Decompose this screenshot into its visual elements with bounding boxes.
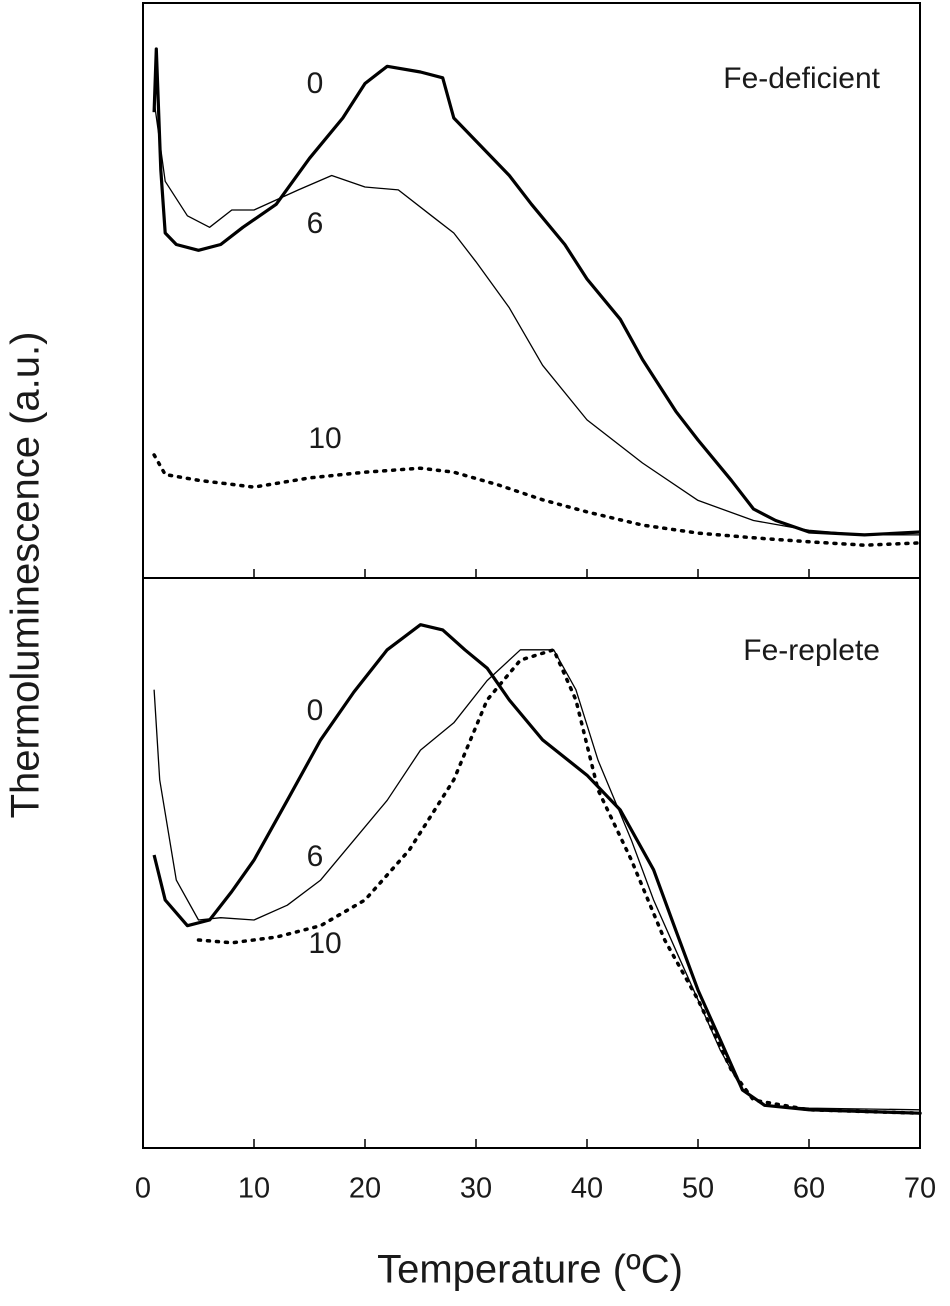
series-label: 0 (307, 67, 324, 100)
x-tick-label: 0 (135, 1173, 151, 1205)
x-tick-label: 30 (460, 1173, 492, 1205)
series-label: 10 (308, 927, 341, 960)
series-line (196, 648, 922, 1115)
series-line (153, 100, 920, 536)
x-axis-label: Temperature (ºC) (377, 1248, 683, 1292)
x-tick-label: 60 (793, 1173, 825, 1205)
series-line (152, 453, 922, 547)
series-label: 10 (308, 422, 341, 455)
panel-annotation: Fe-replete (743, 634, 880, 667)
x-tick-label: 10 (238, 1173, 270, 1205)
x-tick-label: 50 (682, 1173, 714, 1205)
panel-annotation: Fe-deficient (723, 62, 880, 95)
y-axis-label: Thermoluminescence (a.u.) (4, 332, 48, 819)
series-line (153, 649, 921, 1111)
x-tick-label: 40 (571, 1173, 603, 1205)
x-tick-label: 70 (904, 1173, 936, 1205)
plot-frame (142, 577, 921, 1149)
series-label: 0 (307, 694, 324, 727)
series-label: 6 (307, 840, 324, 873)
series-label: 6 (307, 207, 324, 240)
series-line (152, 623, 921, 1115)
series-line (152, 47, 921, 537)
x-tick-label: 20 (349, 1173, 381, 1205)
